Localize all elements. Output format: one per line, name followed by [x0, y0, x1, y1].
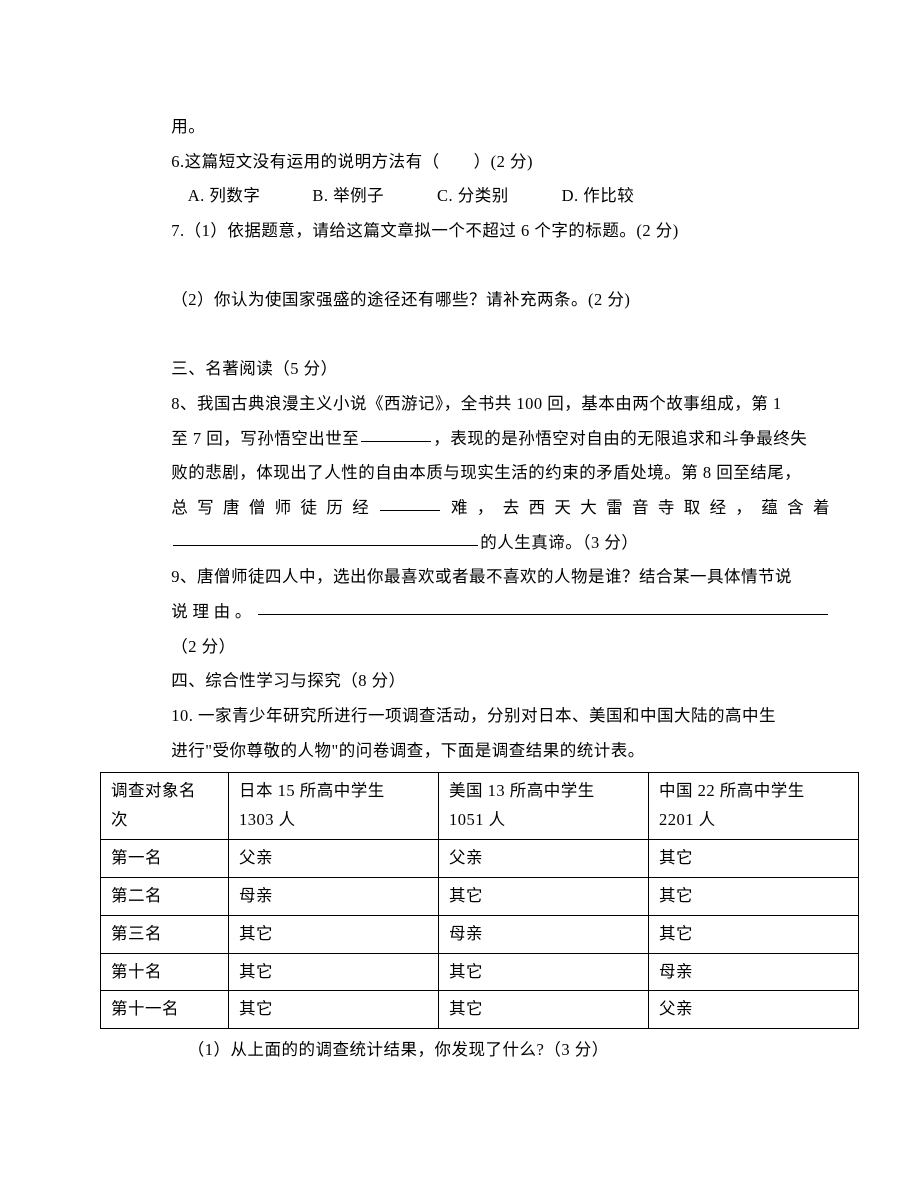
- question-6-prompt: 6.这篇短文没有运用的说明方法有（ ）(2 分): [130, 145, 830, 180]
- table-cell: 其它: [439, 991, 649, 1029]
- table-cell: 父亲: [649, 991, 859, 1029]
- table-cell: 其它: [439, 877, 649, 915]
- table-cell: 母亲: [439, 915, 649, 953]
- table-cell: 美国 13 所高中学生1051 人: [439, 773, 649, 840]
- line-continuation: 用。: [130, 110, 830, 145]
- table-cell: 其它: [649, 877, 859, 915]
- question-8-line-d: 总写唐僧师徒历经 难，去西天大雷音寺取经，蕴含着: [130, 491, 830, 526]
- question-10-line-b: 进行"受你尊敬的人物"的问卷调查，下面是调查结果的统计表。: [130, 734, 830, 769]
- table-row: 第十名 其它 其它 母亲: [101, 953, 859, 991]
- table-cell: 父亲: [229, 839, 439, 877]
- table-cell: 第三名: [101, 915, 229, 953]
- question-7-1-prompt: 7.（1）依据题意，请给这篇文章拟一个不超过 6 个字的标题。(2 分): [130, 214, 830, 249]
- table-cell: 母亲: [649, 953, 859, 991]
- question-9-line-b: 说理由。: [130, 595, 830, 630]
- question-6-options: A. 列数字 B. 举例子 C. 分类别 D. 作比较: [130, 179, 830, 214]
- blank-field[interactable]: [380, 510, 440, 511]
- question-9-line-a: 9、唐僧师徒四人中，选出你最喜欢或者最不喜欢的人物是谁？结合某一具体情节说: [130, 560, 830, 595]
- blank-field[interactable]: [173, 545, 478, 546]
- option-b: B. 举例子: [312, 179, 432, 214]
- table-cell: 第一名: [101, 839, 229, 877]
- q9b-pre: 说理由。: [171, 602, 256, 621]
- question-8-line-b: 至 7 回，写孙悟空出世至 ，表现的是孙悟空对自由的无限追求和斗争最终失: [130, 422, 830, 457]
- table-cell: 第十一名: [101, 991, 229, 1029]
- table-row: 第十一名 其它 其它 父亲: [101, 991, 859, 1029]
- table-cell: 第二名: [101, 877, 229, 915]
- question-8-line-c: 败的悲剧，体现出了人性的自由本质与现实生活的约束的矛盾处境。第 8 回至结尾，: [130, 456, 830, 491]
- table-cell: 其它: [439, 953, 649, 991]
- section-4-heading: 四、综合性学习与探究（8 分）: [130, 664, 830, 699]
- blank-field[interactable]: [361, 441, 431, 442]
- table-cell: 其它: [229, 915, 439, 953]
- question-8-line-a: 8、我国古典浪漫主义小说《西游记》，全书共 100 回，基本由两个故事组成，第 …: [130, 387, 830, 422]
- table-cell: 母亲: [229, 877, 439, 915]
- table-cell: 中国 22 所高中学生2201 人: [649, 773, 859, 840]
- blank-line: [130, 318, 830, 353]
- q8b-post: ，表现的是孙悟空对自由的无限追求和斗争最终失: [433, 429, 807, 448]
- q8d-pre: 总写唐僧师徒历经: [171, 498, 378, 517]
- table-cell: 第十名: [101, 953, 229, 991]
- table-cell: 父亲: [439, 839, 649, 877]
- q8b-pre: 至 7 回，写孙悟空出世至: [171, 429, 359, 448]
- question-9-line-c: （2 分）: [130, 630, 830, 665]
- table-row: 第一名 父亲 父亲 其它: [101, 839, 859, 877]
- question-7-2-prompt: （2）你认为使国家强盛的途径还有哪些？请补充两条。(2 分): [130, 283, 830, 318]
- q8e-post: 的人生真谛。（3 分）: [480, 533, 638, 552]
- table-cell: 其它: [229, 953, 439, 991]
- blank-line: [130, 249, 830, 284]
- option-c: C. 分类别: [437, 179, 557, 214]
- q8d-post: 难，去西天大雷音寺取经，蕴含着: [442, 498, 830, 517]
- option-d: D. 作比较: [562, 179, 635, 214]
- question-10-sub-1: （1）从上面的的调查统计结果，你发现了什么?（3 分）: [130, 1033, 830, 1068]
- table-cell: 日本 15 所高中学生1303 人: [229, 773, 439, 840]
- table-row: 第三名 其它 母亲 其它: [101, 915, 859, 953]
- blank-field[interactable]: [258, 614, 828, 615]
- option-a: A. 列数字: [188, 179, 308, 214]
- table-cell: 调查对象名次: [101, 773, 229, 840]
- survey-table: 调查对象名次 日本 15 所高中学生1303 人 美国 13 所高中学生1051…: [100, 772, 859, 1029]
- section-3-heading: 三、名著阅读（5 分）: [130, 352, 830, 387]
- table-row: 第二名 母亲 其它 其它: [101, 877, 859, 915]
- question-8-line-e: 的人生真谛。（3 分）: [130, 526, 830, 561]
- table-cell: 其它: [649, 915, 859, 953]
- table-cell: 其它: [649, 839, 859, 877]
- table-header-row: 调查对象名次 日本 15 所高中学生1303 人 美国 13 所高中学生1051…: [101, 773, 859, 840]
- question-10-line-a: 10. 一家青少年研究所进行一项调查活动，分别对日本、美国和中国大陆的高中生: [130, 699, 830, 734]
- table-cell: 其它: [229, 991, 439, 1029]
